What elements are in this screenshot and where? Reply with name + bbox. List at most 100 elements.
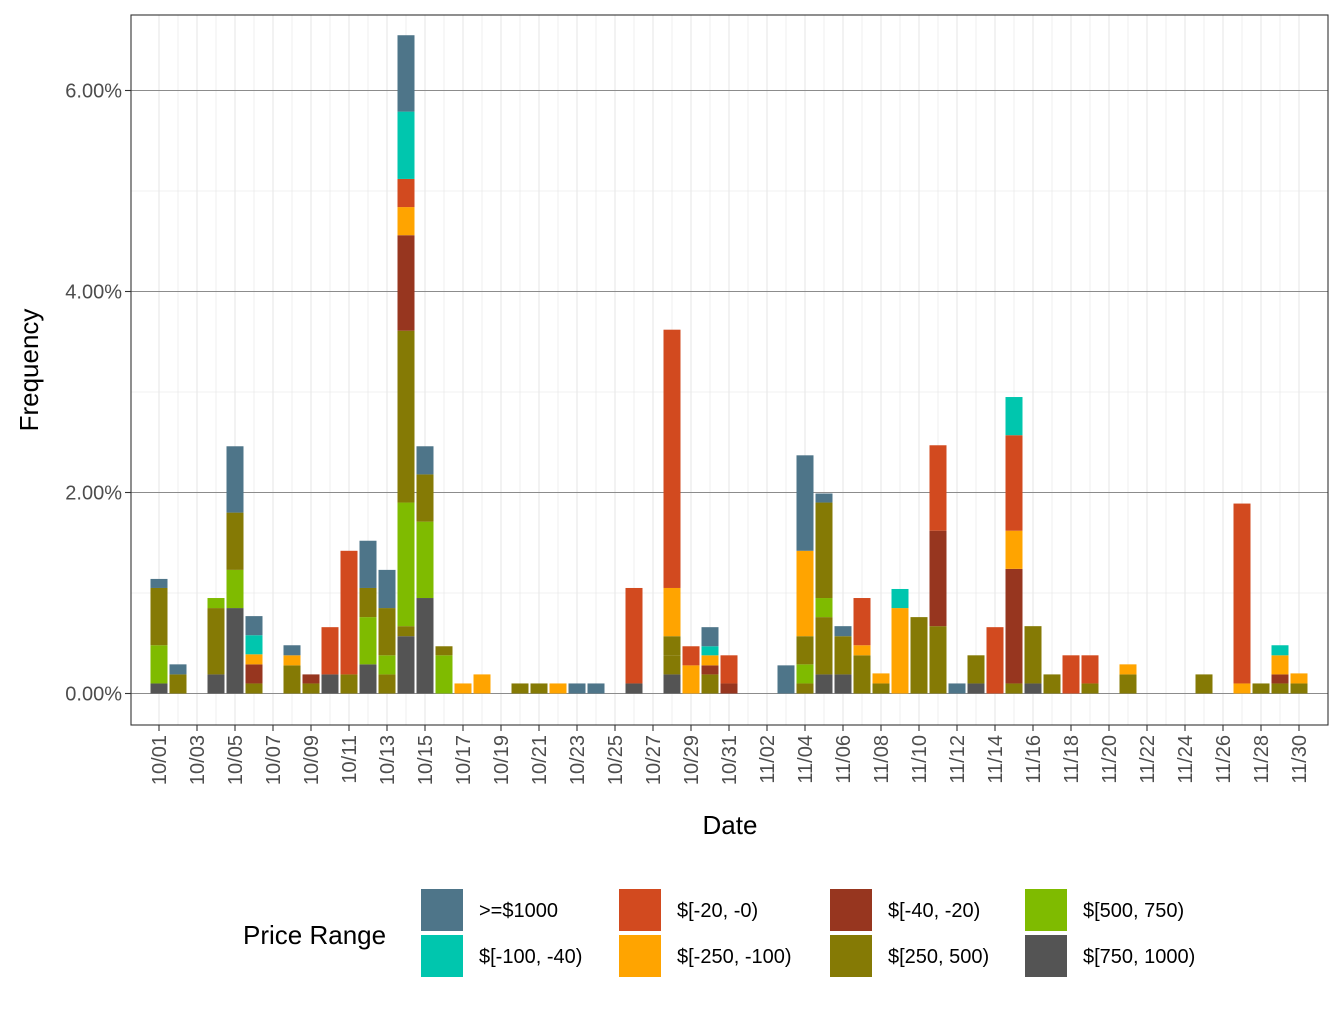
bar-segment <box>853 645 871 656</box>
legend-swatch <box>619 935 661 977</box>
x-tick-label: 10/15 <box>415 735 437 785</box>
bar-segment <box>245 616 263 636</box>
legend-swatch <box>421 935 463 977</box>
bar-segment <box>397 330 415 503</box>
bar-segment <box>1024 683 1042 694</box>
bar-segment <box>321 627 339 675</box>
bar-segment <box>815 493 833 503</box>
legend-swatch <box>830 889 872 931</box>
bar-segment <box>853 655 871 694</box>
bar-segment <box>929 626 947 694</box>
x-tick-label: 11/02 <box>757 735 779 784</box>
legend-swatch <box>1025 935 1067 977</box>
bar-segment <box>435 646 453 656</box>
bar-segment <box>378 569 396 609</box>
bar-segment <box>815 617 833 675</box>
bar-segment <box>663 655 681 675</box>
x-tick-label: 11/04 <box>795 735 817 784</box>
bar-segment <box>796 550 814 637</box>
bar-segment <box>207 608 225 675</box>
bar-segment <box>910 617 928 694</box>
legend-swatch <box>619 889 661 931</box>
legend-label: >=$1000 <box>479 900 558 922</box>
bar-segment <box>587 683 605 694</box>
bar-segment <box>663 587 681 637</box>
bar-segment <box>1005 683 1023 694</box>
bar-segment <box>245 664 263 684</box>
bar-segment <box>929 530 947 627</box>
bar-segment <box>1081 683 1099 694</box>
bar-segment <box>815 502 833 599</box>
bar-segment <box>245 635 263 655</box>
bar-segment <box>701 655 719 666</box>
bar-segment <box>625 587 643 684</box>
x-tick-label: 10/29 <box>681 735 703 785</box>
bar-segment <box>796 636 814 665</box>
bar-segment <box>853 598 871 646</box>
x-tick-label: 10/23 <box>567 735 589 785</box>
legend-label: $[-250, -100) <box>677 946 792 968</box>
x-tick-label: 11/28 <box>1251 735 1273 784</box>
y-axis-title: Frequency <box>14 309 44 432</box>
x-tick-label: 10/17 <box>453 735 475 785</box>
x-tick-label: 11/26 <box>1213 735 1235 784</box>
bar-segment <box>1081 655 1099 684</box>
bar-segment <box>397 502 415 627</box>
bar-segment <box>150 587 168 646</box>
bar-segment <box>302 674 320 684</box>
x-tick-label: 11/24 <box>1175 735 1197 784</box>
bar-segment <box>302 683 320 694</box>
bar-segment <box>207 674 225 694</box>
x-tick-label: 10/31 <box>719 735 741 785</box>
x-tick-label: 10/07 <box>263 735 285 785</box>
bar-segment <box>720 683 738 694</box>
bar-segment <box>359 540 377 588</box>
bar-segment <box>226 569 244 609</box>
x-axis-title: Date <box>703 810 758 840</box>
bar-segment <box>1195 674 1213 694</box>
bar-segment <box>435 655 453 694</box>
bar-segment <box>397 235 415 331</box>
bar-segment <box>378 608 396 656</box>
x-tick-label: 11/12 <box>947 735 969 784</box>
bar-segment <box>1290 673 1308 684</box>
bar-segment <box>720 655 738 684</box>
bar-segment <box>150 645 168 684</box>
bar-segment <box>473 674 491 694</box>
bar-segment <box>150 578 168 588</box>
bar-segment <box>226 512 244 570</box>
bar-segment <box>1252 683 1270 694</box>
bar-segment <box>416 521 434 599</box>
x-tick-label: 10/11 <box>339 735 361 784</box>
bar-segment <box>967 655 985 684</box>
bar-segment <box>1024 626 1042 684</box>
bar-segment <box>169 674 187 694</box>
bar-segment <box>378 655 396 675</box>
bar-segment <box>777 665 795 694</box>
legend: Price Range >=$1000 $[-100, -40) $[-20, -0… <box>243 889 1195 977</box>
bar-segment <box>948 683 966 694</box>
bar-segment <box>1233 503 1251 684</box>
bar-segment <box>1233 683 1251 694</box>
bar-segment <box>283 645 301 656</box>
legend-label: $[500, 750) <box>1083 900 1184 922</box>
bar-segment <box>796 683 814 694</box>
bar-segment <box>397 178 415 208</box>
y-tick-label: 6.00% <box>65 81 122 103</box>
bar-segment <box>245 683 263 694</box>
legend-label: $[250, 500) <box>888 946 989 968</box>
x-tick-label: 11/16 <box>1023 735 1045 784</box>
legend-label: $[-40, -20) <box>888 900 980 922</box>
bar-segment <box>226 446 244 513</box>
bar-segment <box>1271 683 1289 694</box>
bar-segment <box>511 683 529 694</box>
bar-segment <box>1271 674 1289 684</box>
bar-segment <box>682 665 700 694</box>
legend-label: $[-20, -0) <box>677 900 758 922</box>
y-tick-label: 0.00% <box>65 684 122 706</box>
bar-segment <box>796 664 814 684</box>
bar-segment <box>663 329 681 588</box>
x-tick-label: 10/25 <box>605 735 627 785</box>
